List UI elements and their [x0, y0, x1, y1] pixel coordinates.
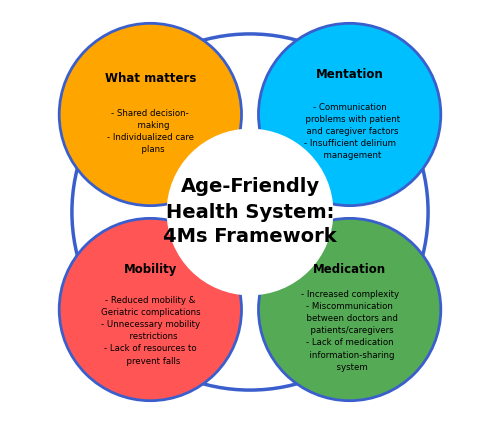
- Circle shape: [59, 23, 242, 206]
- Circle shape: [168, 129, 332, 295]
- Circle shape: [258, 23, 441, 206]
- Circle shape: [59, 218, 242, 401]
- Text: Mentation: Mentation: [316, 68, 384, 81]
- Text: What matters: What matters: [104, 72, 196, 85]
- Text: - Reduced mobility &
Geriatric complications
- Unnecessary mobility
  restrictio: - Reduced mobility & Geriatric complicat…: [100, 296, 200, 365]
- Circle shape: [258, 218, 441, 401]
- Text: Mobility: Mobility: [124, 263, 177, 276]
- Text: - Shared decision-
  making
- Individualized care
  plans: - Shared decision- making - Individualiz…: [107, 109, 194, 154]
- Text: - Increased complexity
- Miscommunication
  between doctors and
  patients/careg: - Increased complexity - Miscommunicatio…: [300, 290, 398, 372]
- Text: Medication: Medication: [313, 263, 386, 276]
- Text: - Communication
  problems with patient
  and caregiver factors
- Insufficient d: - Communication problems with patient an…: [300, 103, 400, 160]
- Text: Age-Friendly
Health System:
4Ms Framework: Age-Friendly Health System: 4Ms Framewor…: [163, 178, 337, 246]
